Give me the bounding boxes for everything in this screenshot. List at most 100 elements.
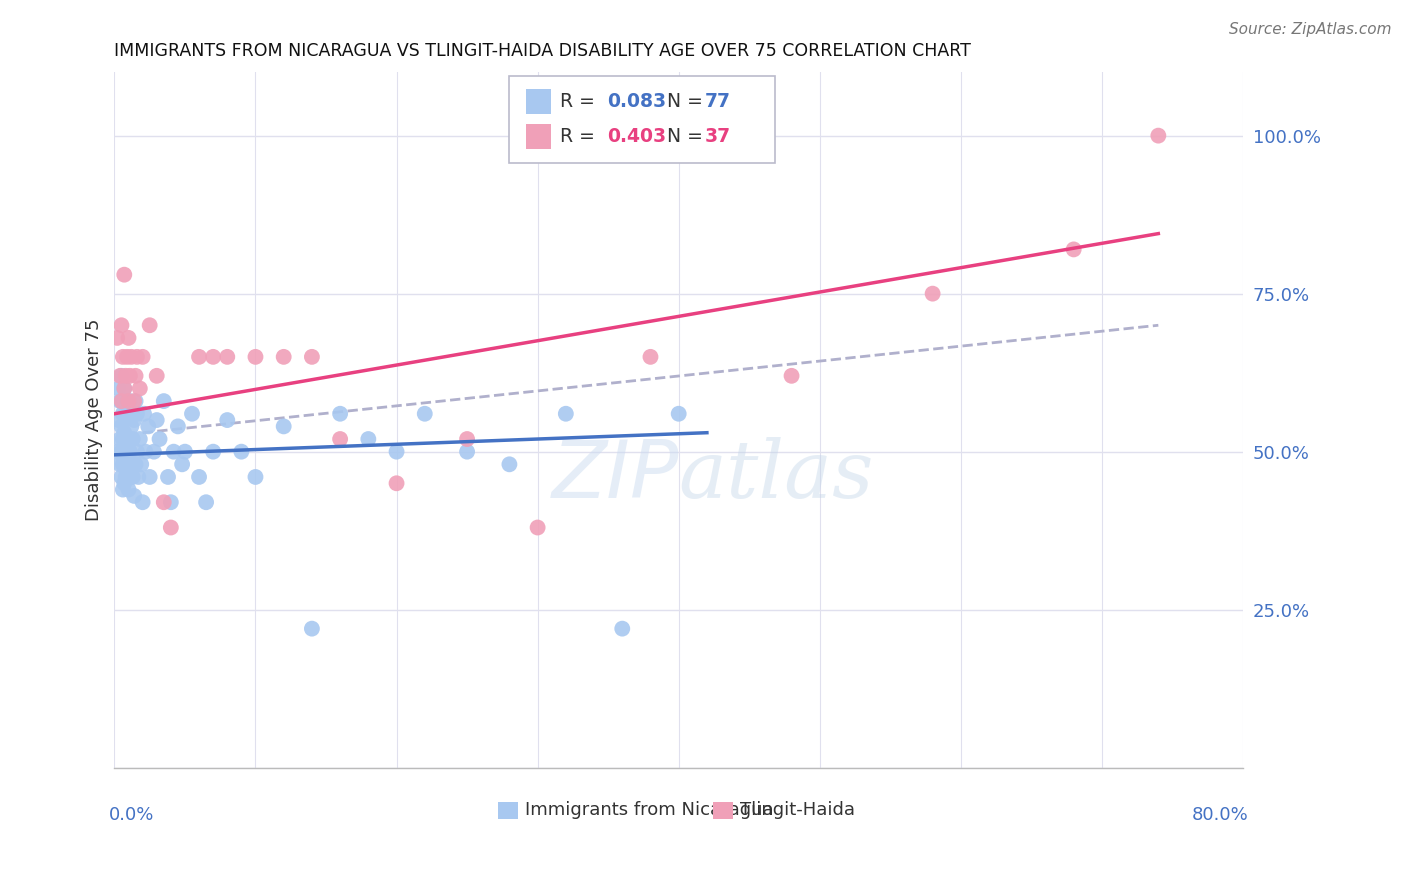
Text: Tlingit-Haida: Tlingit-Haida — [740, 801, 855, 819]
Point — [112, 381, 135, 395]
Point — [157, 470, 180, 484]
Point — [174, 444, 197, 458]
Point — [121, 432, 143, 446]
Text: ZIP: ZIP — [551, 437, 679, 515]
Point — [110, 470, 132, 484]
Point — [111, 483, 134, 497]
Point — [110, 419, 132, 434]
Point — [120, 350, 142, 364]
Bar — [526, 89, 551, 114]
Point — [105, 444, 128, 458]
Point — [128, 432, 150, 446]
Point — [124, 394, 146, 409]
Point — [117, 394, 139, 409]
Text: atlas: atlas — [679, 437, 875, 515]
Point — [110, 444, 132, 458]
Point — [357, 432, 380, 446]
Point — [108, 394, 131, 409]
Text: R =: R = — [560, 128, 602, 146]
Point — [118, 444, 141, 458]
Point — [138, 318, 160, 333]
Y-axis label: Disability Age Over 75: Disability Age Over 75 — [86, 318, 103, 521]
Text: 0.403: 0.403 — [607, 128, 666, 146]
Point — [112, 425, 135, 440]
Point — [105, 331, 128, 345]
Point — [118, 368, 141, 383]
Point — [124, 458, 146, 472]
Point — [111, 458, 134, 472]
Text: IMMIGRANTS FROM NICARAGUA VS TLINGIT-HAIDA DISABILITY AGE OVER 75 CORRELATION CH: IMMIGRANTS FROM NICARAGUA VS TLINGIT-HAI… — [114, 42, 972, 60]
Point — [117, 331, 139, 345]
Point — [231, 444, 253, 458]
Point — [112, 268, 135, 282]
Bar — [526, 124, 551, 150]
Point — [301, 622, 323, 636]
Point — [111, 432, 134, 446]
Point — [142, 444, 165, 458]
Point — [129, 458, 152, 472]
Text: Source: ZipAtlas.com: Source: ZipAtlas.com — [1229, 22, 1392, 37]
Point — [152, 394, 174, 409]
Point — [108, 458, 131, 472]
Point — [112, 476, 135, 491]
Bar — [498, 802, 519, 819]
Point — [612, 622, 634, 636]
Point — [138, 470, 160, 484]
Point — [117, 407, 139, 421]
Point — [115, 350, 138, 364]
Text: 80.0%: 80.0% — [1192, 806, 1249, 824]
Point — [160, 495, 183, 509]
Point — [152, 495, 174, 509]
Point — [217, 413, 239, 427]
Point — [120, 419, 142, 434]
Point — [111, 350, 134, 364]
Point — [125, 407, 148, 421]
Point — [108, 368, 131, 383]
Point — [117, 483, 139, 497]
Point — [498, 458, 520, 472]
Point — [107, 381, 129, 395]
Point — [122, 394, 145, 409]
Point — [110, 318, 132, 333]
Point — [114, 407, 136, 421]
Point — [112, 381, 135, 395]
Point — [136, 419, 159, 434]
Point — [131, 495, 153, 509]
Point — [111, 407, 134, 421]
Point — [117, 432, 139, 446]
Point — [245, 470, 267, 484]
Point — [640, 350, 662, 364]
Text: 77: 77 — [704, 92, 731, 112]
Point — [1063, 243, 1085, 257]
FancyBboxPatch shape — [509, 76, 775, 163]
Point — [112, 450, 135, 465]
Point — [115, 432, 138, 446]
Text: R =: R = — [560, 92, 602, 112]
Point — [329, 407, 352, 421]
Point — [145, 413, 167, 427]
Point — [385, 476, 408, 491]
Point — [134, 444, 156, 458]
Point — [114, 470, 136, 484]
Point — [127, 470, 149, 484]
Point — [202, 444, 225, 458]
Point — [148, 432, 170, 446]
Point — [117, 458, 139, 472]
Point — [124, 368, 146, 383]
Point — [120, 458, 142, 472]
Point — [167, 419, 190, 434]
Point — [526, 520, 548, 534]
Point — [110, 368, 132, 383]
Text: Immigrants from Nicaragua: Immigrants from Nicaragua — [526, 801, 773, 819]
Point — [125, 444, 148, 458]
Point — [456, 432, 478, 446]
Point — [301, 350, 323, 364]
Point — [118, 470, 141, 484]
Point — [115, 394, 138, 409]
Point — [122, 413, 145, 427]
Point — [132, 407, 155, 421]
Point — [202, 350, 225, 364]
Point — [181, 407, 204, 421]
Point — [188, 470, 211, 484]
Point — [122, 489, 145, 503]
